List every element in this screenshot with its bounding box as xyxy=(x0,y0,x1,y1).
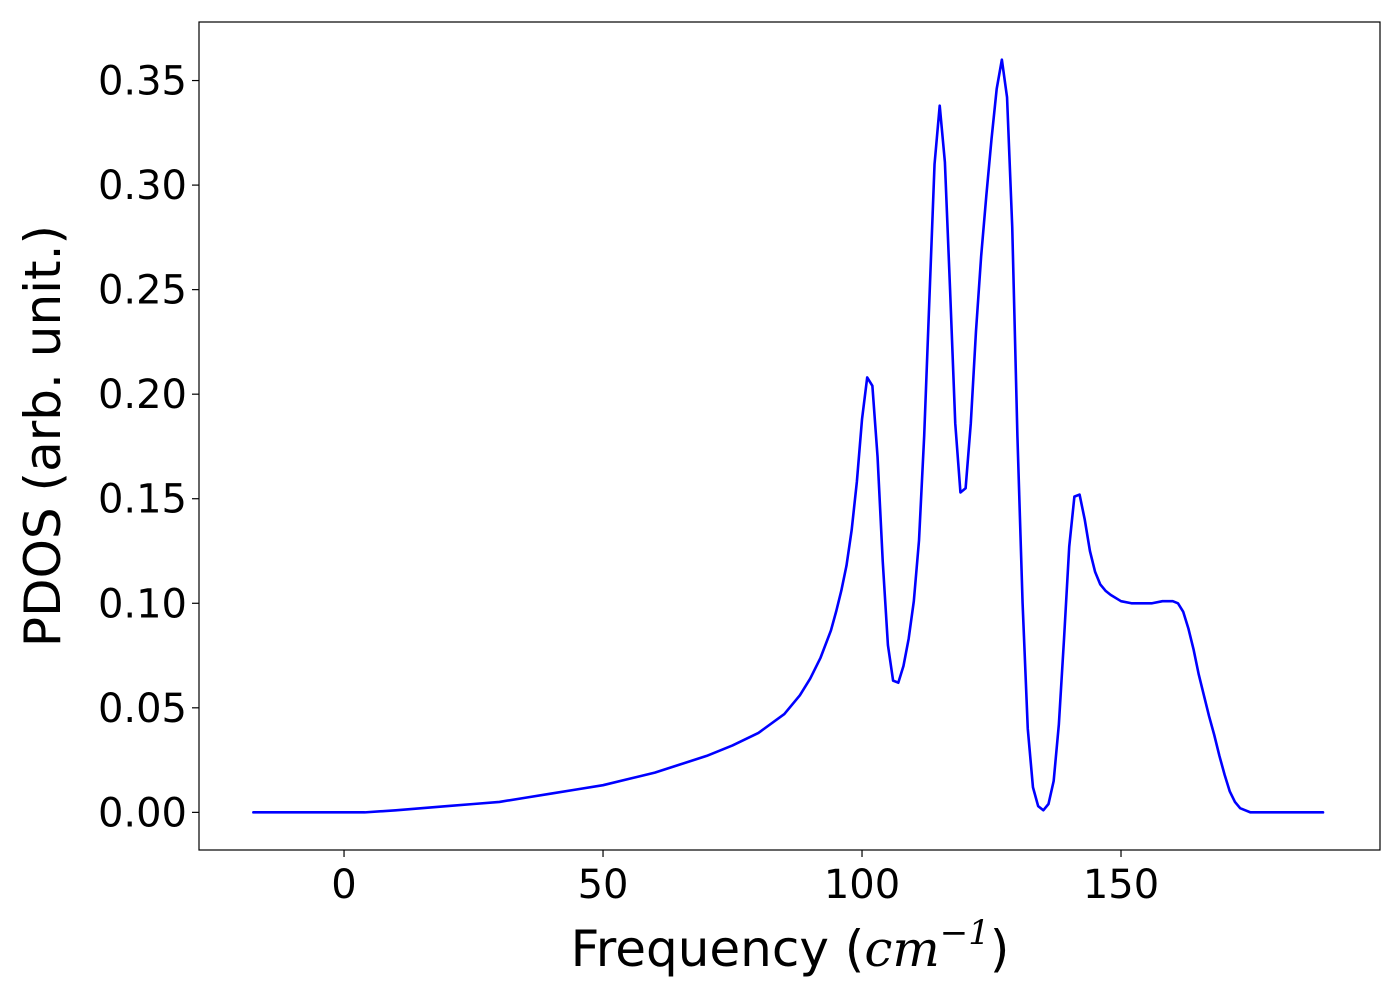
y-axis-title: PDOS (arb. unit.) xyxy=(14,225,72,647)
pdos-series-line xyxy=(252,58,1325,814)
x-tick-label: 150 xyxy=(1083,862,1159,908)
y-tick-label: 0.00 xyxy=(98,790,187,836)
plot-area xyxy=(198,21,1381,851)
y-axis: 0.00 0.05 0.10 0.15 0.20 0.25 0.30 0.35 xyxy=(98,59,199,836)
x-axis-title-exponent: −1 xyxy=(940,913,990,953)
x-axis-title-suffix: ) xyxy=(990,920,1010,978)
x-tick-label: 50 xyxy=(578,862,629,908)
x-tick-label: 100 xyxy=(824,862,900,908)
x-tick-label: 0 xyxy=(331,862,356,908)
x-axis: 0 50 100 150 xyxy=(331,850,1159,908)
y-tick-label: 0.20 xyxy=(98,372,187,418)
x-axis-title: Frequency (cm−1) xyxy=(571,913,1010,978)
series-layer xyxy=(252,58,1325,814)
y-tick-label: 0.05 xyxy=(98,686,187,732)
y-tick-label: 0.30 xyxy=(98,163,187,209)
x-axis-title-unit: cm xyxy=(864,920,939,978)
y-tick-label: 0.25 xyxy=(98,268,187,314)
y-tick-label: 0.10 xyxy=(98,581,187,627)
y-tick-label: 0.15 xyxy=(98,477,187,523)
y-tick-label: 0.35 xyxy=(98,59,187,105)
x-axis-title-prefix: Frequency ( xyxy=(571,920,865,978)
